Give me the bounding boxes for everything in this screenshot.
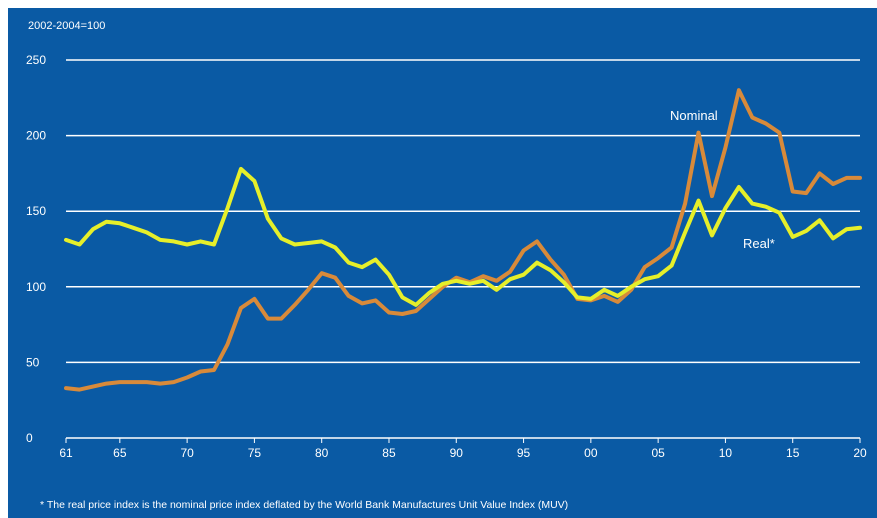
unit-label: 2002-2004=100 xyxy=(28,20,106,32)
series-label-real: Real* xyxy=(743,236,775,251)
x-tick-label: 00 xyxy=(584,446,598,460)
x-tick-label: 70 xyxy=(180,446,194,460)
x-tick-label: 85 xyxy=(382,446,396,460)
chart-panel: 2002-2004=100 0 50 100 150 200 250 61 65 70 75 80… xyxy=(8,8,877,518)
series-line-nominal xyxy=(64,88,862,392)
x-tick-label: 15 xyxy=(786,446,800,460)
x-tick-label: 65 xyxy=(113,446,127,460)
series-lines xyxy=(64,88,862,392)
y-tick-label: 250 xyxy=(26,53,46,67)
x-tick-labels: 61 65 70 75 80 85 90 95 00 05 10 15 20 xyxy=(59,446,867,460)
y-tick-label: 200 xyxy=(26,129,46,143)
x-tick-label: 75 xyxy=(248,446,262,460)
x-tick-label: 05 xyxy=(651,446,665,460)
line-chart: 0 50 100 150 200 250 61 65 70 75 80 85 90 95 00 05 10 15… xyxy=(26,53,867,460)
y-tick-label: 150 xyxy=(26,204,46,218)
series-line-real xyxy=(64,166,862,307)
series-labels: Nominal Real* xyxy=(670,108,775,251)
x-tick-label: 20 xyxy=(853,446,867,460)
x-tick-label: 61 xyxy=(59,446,73,460)
x-tick-label: 90 xyxy=(450,446,464,460)
y-tick-label: 100 xyxy=(26,280,46,294)
footnote: * The real price index is the nominal pr… xyxy=(40,499,569,511)
y-tick-label: 0 xyxy=(26,431,33,445)
x-tick-label: 80 xyxy=(315,446,329,460)
y-tick-labels: 0 50 100 150 200 250 xyxy=(26,53,46,445)
y-tick-label: 50 xyxy=(26,355,40,369)
x-tick-label: 95 xyxy=(517,446,531,460)
grid-lines xyxy=(66,59,860,364)
x-axis xyxy=(65,437,861,443)
x-tick-label: 10 xyxy=(719,446,733,460)
series-label-nominal: Nominal xyxy=(670,108,718,123)
